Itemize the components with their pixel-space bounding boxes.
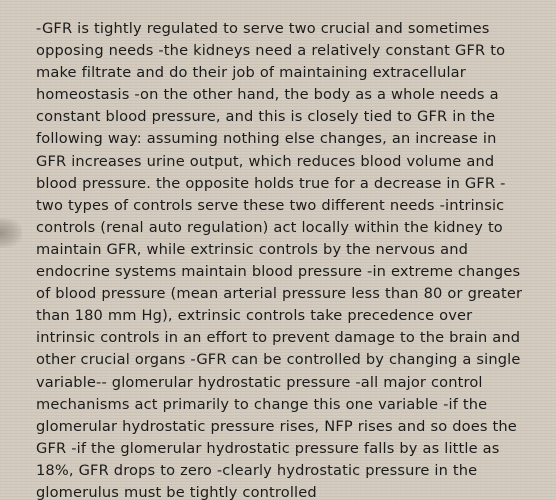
background-smudge [0, 218, 22, 248]
passage-text: -GFR is tightly regulated to serve two c… [36, 18, 528, 500]
